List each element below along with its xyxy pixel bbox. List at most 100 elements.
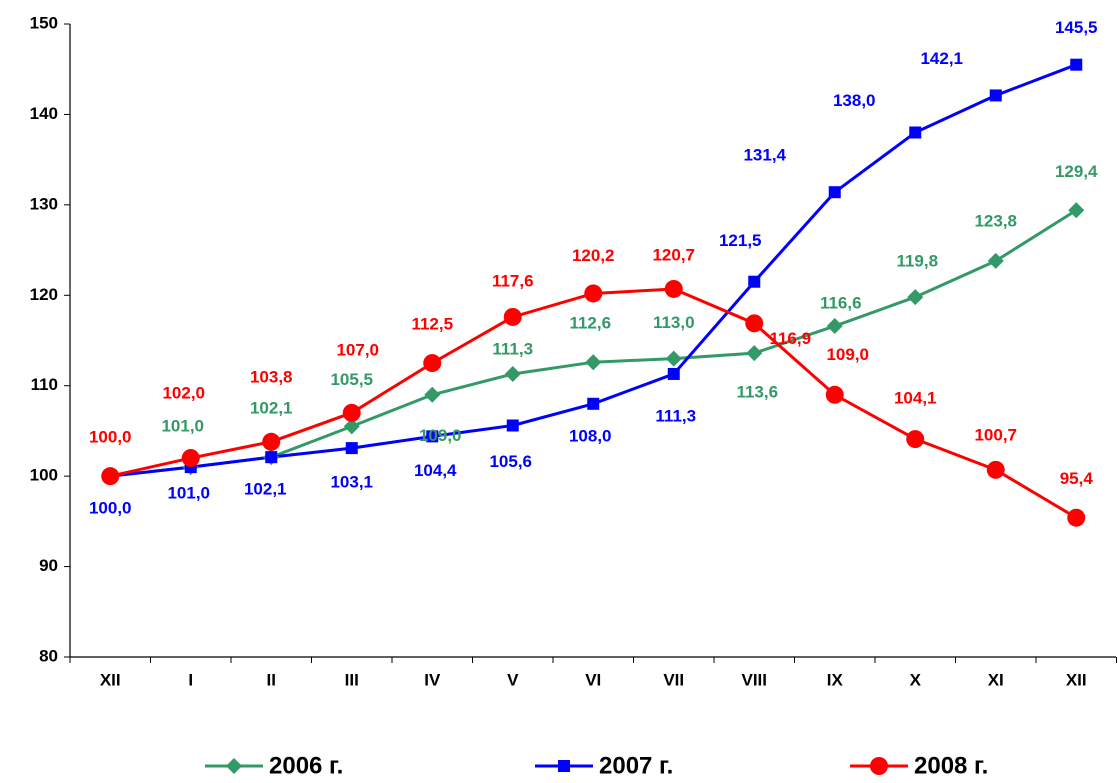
data-label: 145,5 bbox=[1055, 18, 1098, 37]
point bbox=[665, 350, 682, 367]
y-tick-label: 140 bbox=[30, 104, 58, 123]
x-tick-label: XI bbox=[988, 670, 1004, 689]
data-label: 102,1 bbox=[244, 480, 287, 499]
point bbox=[503, 307, 522, 326]
data-label: 95,4 bbox=[1060, 469, 1094, 488]
legend-label: 2007 г. bbox=[599, 752, 673, 779]
y-tick-label: 120 bbox=[30, 285, 58, 304]
point bbox=[342, 403, 361, 422]
data-label: 120,7 bbox=[652, 245, 695, 264]
data-label: 121,5 bbox=[719, 231, 762, 250]
data-label: 102,0 bbox=[162, 384, 205, 403]
x-tick-label: II bbox=[267, 670, 276, 689]
x-tick-label: I bbox=[188, 670, 193, 689]
data-label: 112,5 bbox=[411, 315, 453, 334]
y-tick-label: 150 bbox=[30, 13, 58, 32]
data-label: 116,6 bbox=[820, 294, 862, 313]
y-tick-label: 110 bbox=[31, 375, 58, 394]
point bbox=[986, 460, 1005, 479]
data-label: 113,6 bbox=[736, 383, 778, 402]
point bbox=[745, 314, 764, 333]
point bbox=[262, 432, 281, 451]
data-label: 103,8 bbox=[250, 367, 293, 386]
data-label: 104,4 bbox=[414, 461, 457, 480]
point bbox=[345, 442, 358, 455]
data-label: 123,8 bbox=[974, 211, 1017, 230]
x-tick-label: VI bbox=[585, 670, 601, 689]
data-label: 101,0 bbox=[167, 484, 210, 503]
point bbox=[746, 345, 763, 362]
point bbox=[989, 89, 1002, 102]
point bbox=[1068, 202, 1085, 219]
data-label: 100,7 bbox=[974, 425, 1017, 444]
x-tick-label: V bbox=[507, 670, 519, 689]
point bbox=[181, 449, 200, 468]
point bbox=[426, 430, 439, 443]
point bbox=[909, 126, 922, 139]
x-tick-label: IV bbox=[424, 670, 441, 689]
data-label: 103,1 bbox=[330, 473, 373, 492]
point bbox=[987, 252, 1004, 269]
data-label: 113,0 bbox=[653, 313, 695, 332]
point bbox=[828, 186, 841, 199]
data-label: 129,4 bbox=[1055, 162, 1098, 181]
data-label: 116,9 bbox=[769, 329, 811, 348]
data-label: 105,5 bbox=[330, 370, 373, 389]
point bbox=[504, 365, 521, 382]
point bbox=[585, 354, 602, 371]
point bbox=[1070, 58, 1083, 71]
data-label: 120,2 bbox=[572, 246, 615, 265]
data-label: 102,1 bbox=[250, 399, 293, 418]
data-label: 142,1 bbox=[920, 49, 963, 68]
data-label: 109,0 bbox=[826, 345, 869, 364]
legend-marker bbox=[870, 757, 888, 775]
x-tick-label: VII bbox=[663, 670, 684, 689]
point bbox=[1067, 508, 1086, 527]
point bbox=[667, 367, 680, 380]
y-tick-label: 130 bbox=[30, 194, 58, 213]
data-label: 109,0 bbox=[419, 426, 462, 445]
y-tick-label: 80 bbox=[39, 646, 58, 665]
data-label: 119,8 bbox=[896, 252, 938, 271]
point bbox=[506, 419, 519, 432]
data-label: 107,0 bbox=[336, 340, 379, 359]
x-tick-label: IX bbox=[827, 670, 844, 689]
point bbox=[748, 275, 761, 288]
x-tick-label: III bbox=[345, 670, 359, 689]
point bbox=[907, 289, 924, 306]
x-tick-label: XII bbox=[100, 670, 121, 689]
point bbox=[587, 397, 600, 410]
data-label: 104,1 bbox=[894, 389, 937, 408]
point bbox=[825, 385, 844, 404]
data-label: 111,3 bbox=[655, 406, 696, 425]
point bbox=[906, 430, 925, 449]
data-label: 117,6 bbox=[492, 271, 534, 290]
y-tick-label: 90 bbox=[39, 556, 58, 575]
data-label: 108,0 bbox=[569, 426, 612, 445]
data-label: 101,0 bbox=[161, 417, 204, 436]
point bbox=[826, 318, 843, 335]
data-label: 111,3 bbox=[492, 339, 533, 358]
data-label: 112,6 bbox=[569, 314, 611, 333]
point bbox=[265, 451, 278, 464]
point bbox=[584, 284, 603, 303]
x-tick-label: VIII bbox=[741, 670, 767, 689]
y-tick-label: 100 bbox=[30, 466, 58, 485]
legend-marker bbox=[558, 760, 570, 772]
data-label: 100,0 bbox=[89, 428, 132, 447]
point bbox=[343, 418, 360, 435]
x-tick-label: X bbox=[910, 670, 922, 689]
point bbox=[101, 467, 120, 486]
point bbox=[423, 354, 442, 373]
x-tick-label: XII bbox=[1066, 670, 1087, 689]
legend-label: 2008 г. bbox=[914, 752, 988, 779]
data-label: 105,6 bbox=[489, 452, 532, 471]
point bbox=[424, 386, 441, 403]
data-label: 100,0 bbox=[89, 499, 132, 518]
legend-marker bbox=[226, 758, 242, 774]
legend-label: 2006 г. bbox=[269, 752, 343, 779]
point bbox=[664, 279, 683, 298]
data-label: 138,0 bbox=[833, 91, 876, 110]
data-label: 131,4 bbox=[743, 146, 786, 165]
